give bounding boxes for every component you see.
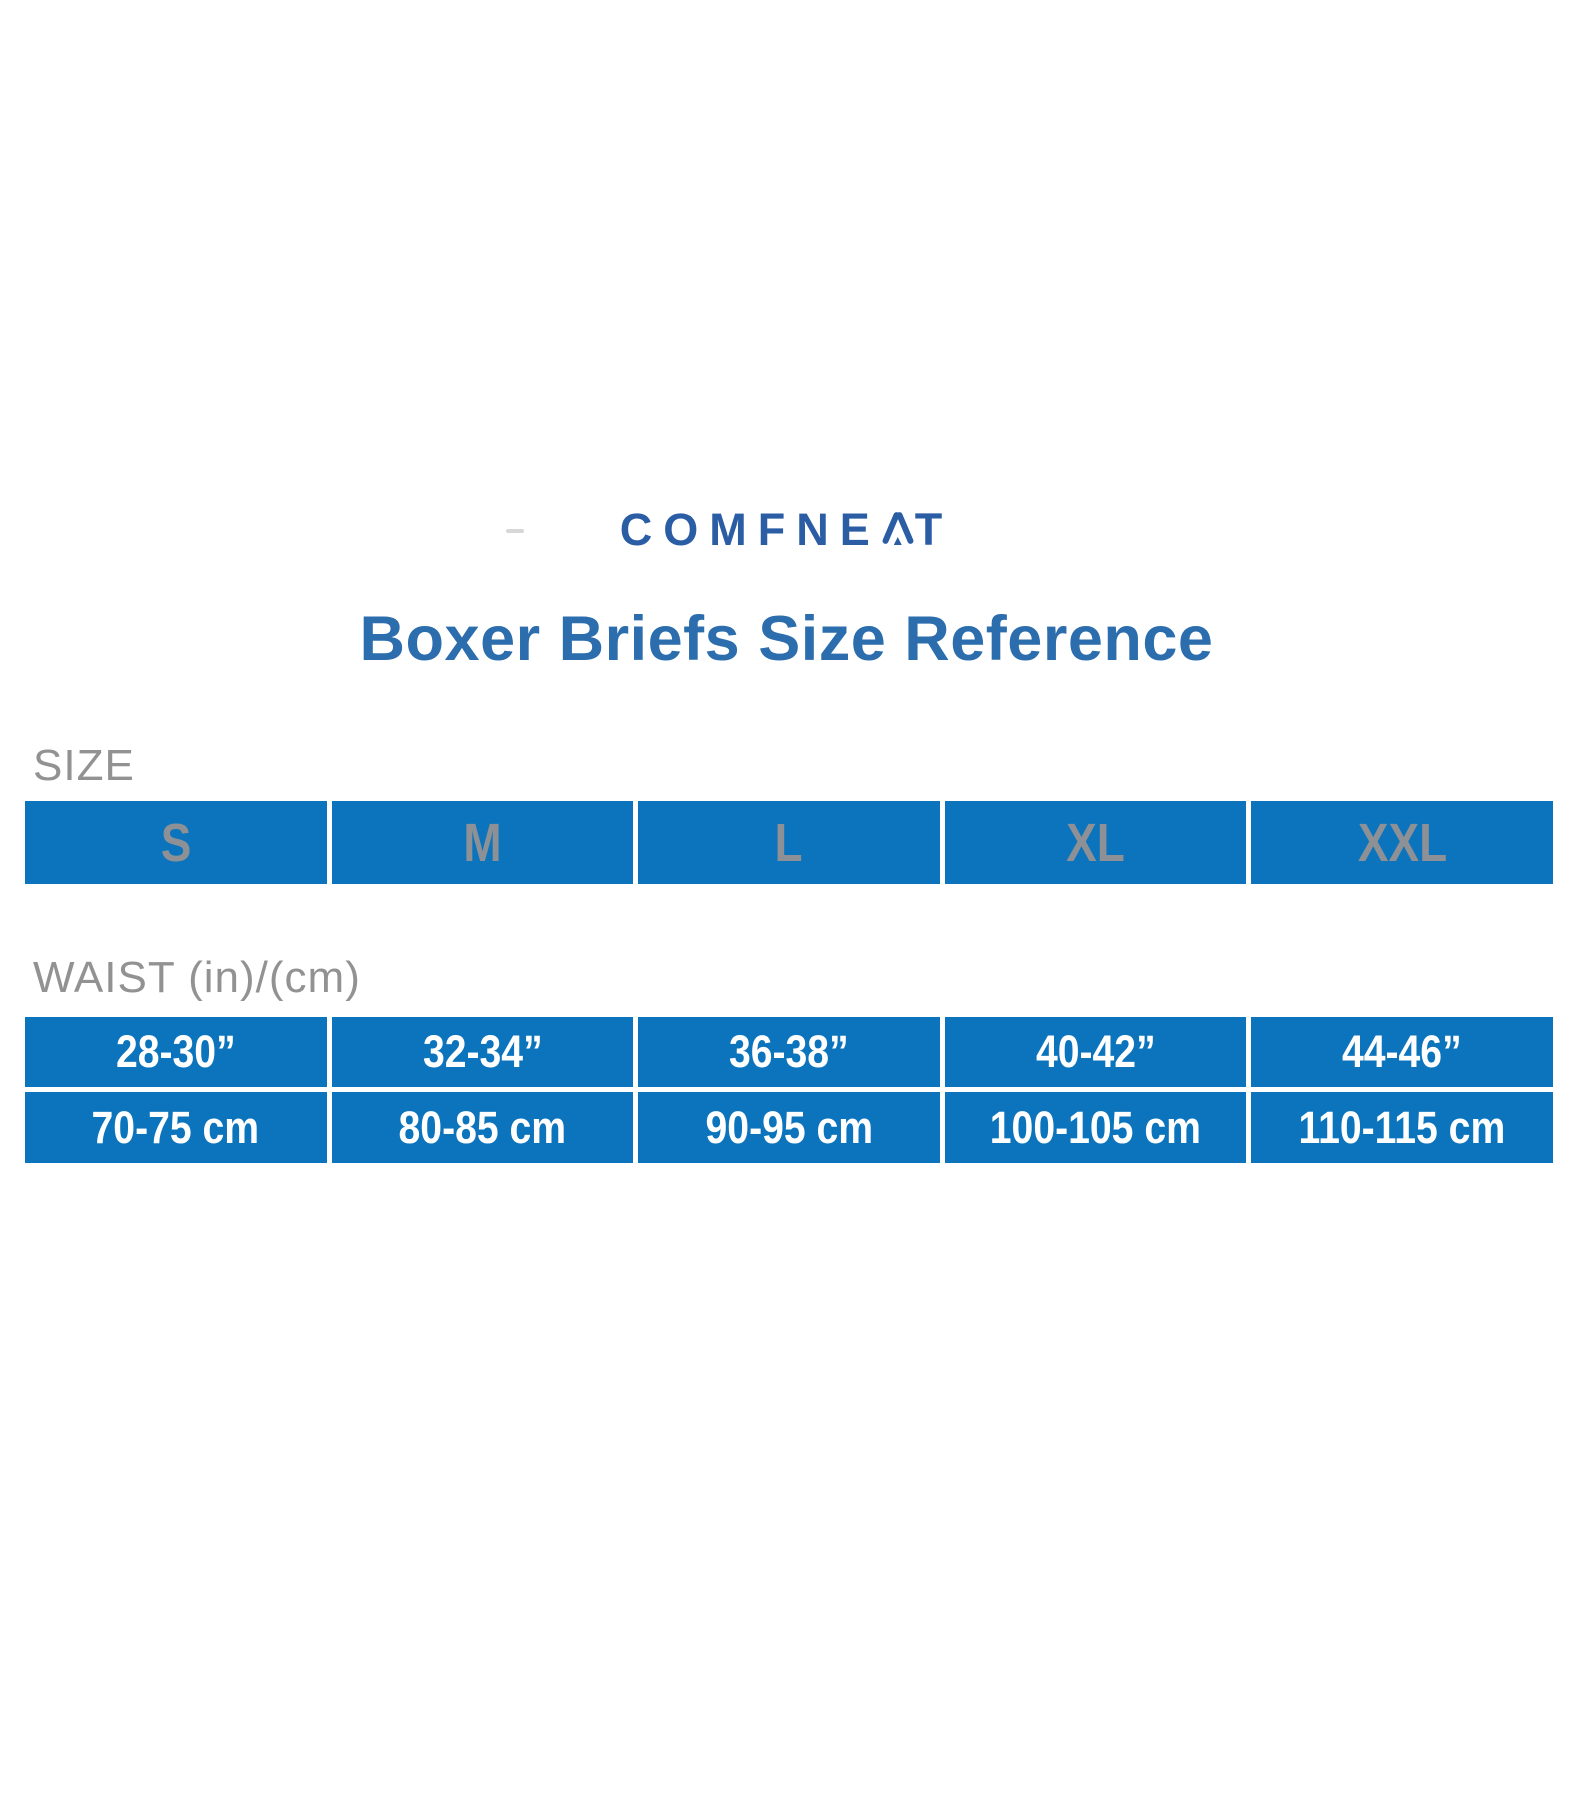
- waist-cm-cell-s: 70-75 cm: [25, 1092, 327, 1163]
- waist-in-cell-xl: 40-42”: [944, 1017, 1247, 1087]
- waist-cm-m-value: 80-85 cm: [398, 1101, 567, 1153]
- waist-in-s-value: 28-30”: [115, 1026, 236, 1077]
- logo-text-post: T: [914, 504, 954, 555]
- size-cell-s: S: [25, 801, 327, 884]
- waist-in-m-value: 32-34”: [422, 1026, 543, 1077]
- brand-logo: COMFNEAT: [0, 507, 1573, 553]
- size-header-row: S M L XL XXL: [25, 801, 1553, 884]
- waist-cm-cell-l: 90-95 cm: [638, 1092, 940, 1163]
- logo-a-dot-icon: [893, 537, 902, 545]
- size-cell-xl: XL: [944, 801, 1247, 884]
- waist-in-cell-s: 28-30”: [25, 1017, 327, 1087]
- page-title: Boxer Briefs Size Reference: [359, 604, 1214, 674]
- smudge-artifact: [506, 529, 524, 533]
- waist-cm-l-value: 90-95 cm: [705, 1101, 873, 1153]
- size-cell-m: M: [331, 801, 634, 884]
- size-cell-xxl: XXL: [1251, 801, 1553, 884]
- waist-cm-s-value: 70-75 cm: [91, 1101, 260, 1153]
- size-cell-m-label: M: [463, 812, 502, 873]
- logo-text-pre: COMFNE: [619, 504, 881, 555]
- waist-in-xxl-value: 44-46”: [1342, 1026, 1463, 1077]
- waist-cm-xl-value: 100-105 cm: [989, 1101, 1202, 1153]
- logo-stylized-a: A: [881, 511, 915, 545]
- waist-inches-row: 28-30” 32-34” 36-38” 40-42” 44-46”: [25, 1017, 1553, 1087]
- waist-in-l-value: 36-38”: [729, 1026, 849, 1077]
- waist-cm-cell-xl: 100-105 cm: [944, 1092, 1247, 1163]
- size-cell-xl-label: XL: [1066, 812, 1125, 873]
- size-cell-s-label: S: [160, 812, 192, 873]
- waist-cm-row: 70-75 cm 80-85 cm 90-95 cm 100-105 cm 11…: [25, 1092, 1553, 1163]
- waist-in-cell-l: 36-38”: [638, 1017, 940, 1087]
- waist-cm-cell-xxl: 110-115 cm: [1251, 1092, 1553, 1163]
- waist-in-xl-value: 40-42”: [1035, 1026, 1156, 1077]
- waist-in-cell-xxl: 44-46”: [1251, 1017, 1553, 1087]
- waist-cm-cell-m: 80-85 cm: [331, 1092, 634, 1163]
- waist-in-cell-m: 32-34”: [331, 1017, 634, 1087]
- size-cell-l: L: [638, 801, 940, 884]
- waist-section-label: WAIST (in)/(cm): [33, 953, 361, 1002]
- size-section-label: SIZE: [33, 741, 135, 790]
- size-cell-xxl-label: XXL: [1357, 812, 1447, 873]
- waist-cm-xxl-value: 110-115 cm: [1298, 1101, 1506, 1153]
- size-cell-l-label: L: [774, 812, 804, 873]
